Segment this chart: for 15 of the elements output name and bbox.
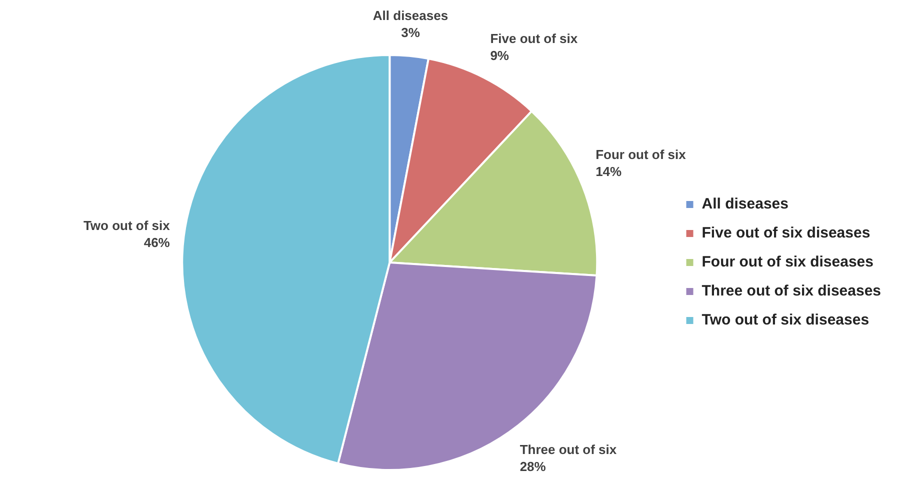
data-label: 14% (596, 164, 622, 180)
data-label: 46% (144, 234, 170, 250)
legend-label: Five out of six diseases (702, 224, 870, 242)
legend-label: Three out of six diseases (702, 282, 882, 300)
legend-label: Four out of six diseases (702, 254, 874, 271)
text: Three out of six (520, 442, 617, 457)
slice-label: All diseases (372, 8, 448, 24)
legend-label: Two out of six diseases (702, 312, 870, 329)
text: Four out of six (596, 147, 686, 162)
data-label: 3% (401, 25, 420, 40)
text: Five out of six (490, 31, 578, 46)
data-label: 28% (520, 458, 546, 474)
legend-label: All diseases (702, 196, 788, 213)
data-label: 9% (490, 48, 510, 64)
text: Two out of six (83, 218, 170, 233)
